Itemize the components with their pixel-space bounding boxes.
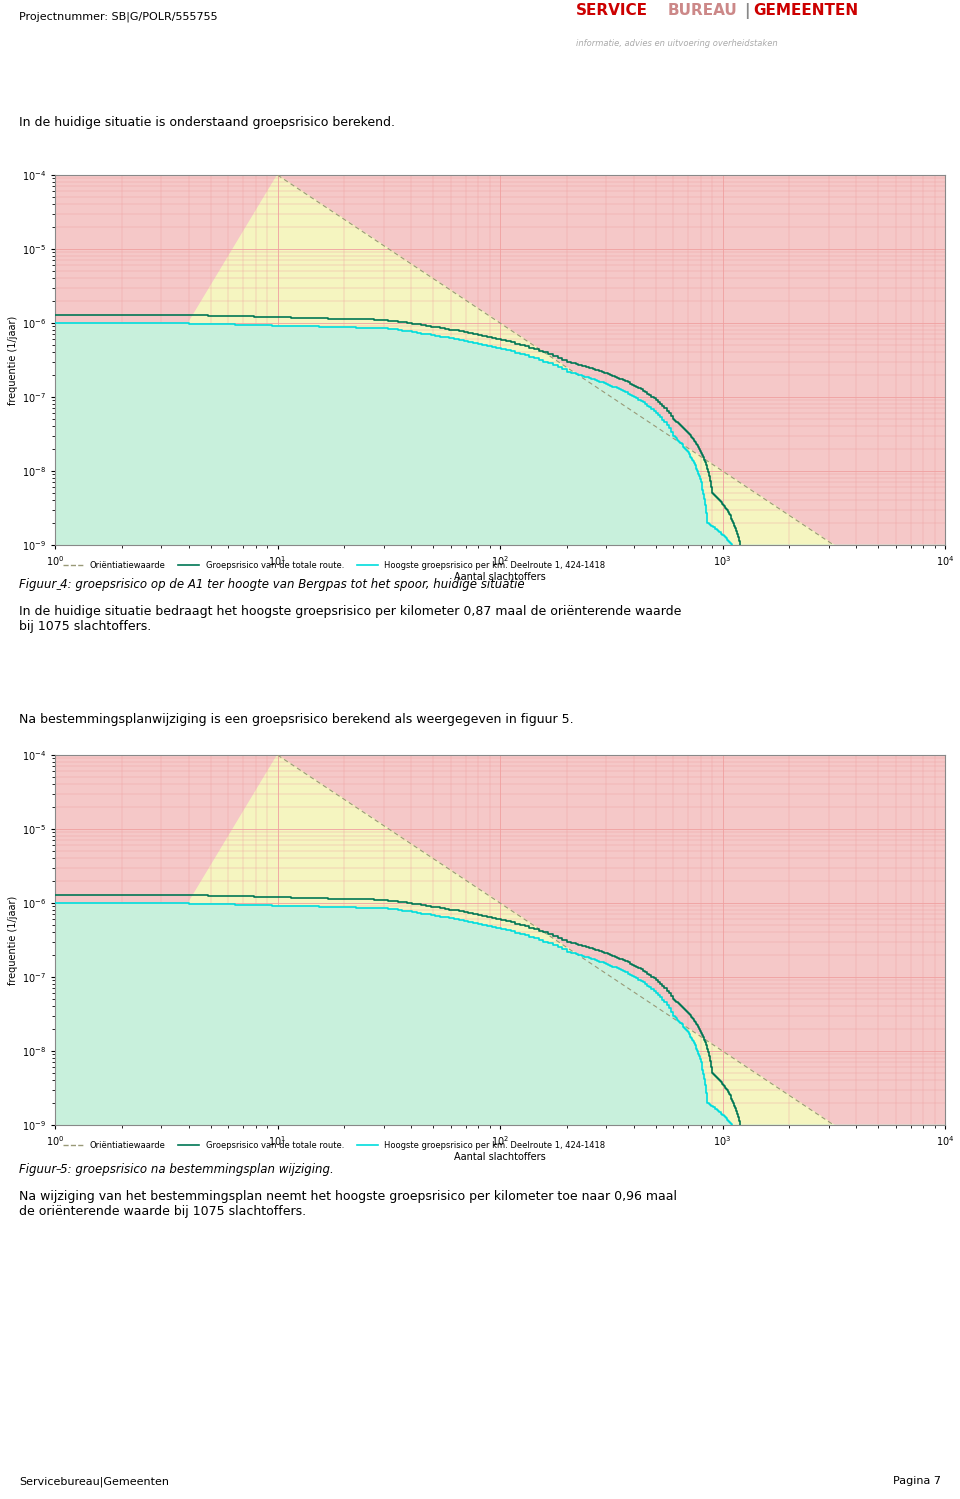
- Text: Pagina 7: Pagina 7: [893, 1477, 941, 1487]
- Text: BUREAU: BUREAU: [667, 3, 737, 18]
- Text: SERVICE: SERVICE: [576, 3, 648, 18]
- Text: Figuur 4: groepsrisico op de A1 ter hoogte van Bergpas tot het spoor, huidige si: Figuur 4: groepsrisico op de A1 ter hoog…: [19, 577, 525, 591]
- Legend: Oriëntiatiewaarde, Groepsrisico van de totale route., Hoogste groepsrisico per k: Oriëntiatiewaarde, Groepsrisico van de t…: [60, 558, 609, 573]
- Text: Figuur 5: groepsrisico na bestemmingsplan wijziging.: Figuur 5: groepsrisico na bestemmingspla…: [19, 1163, 334, 1175]
- Text: informatie, advies en uitvoering overheidstaken: informatie, advies en uitvoering overhei…: [576, 39, 778, 48]
- Text: Projectnummer: SB|G/POLR/555755: Projectnummer: SB|G/POLR/555755: [19, 12, 218, 22]
- Text: Servicebureau|Gemeenten: Servicebureau|Gemeenten: [19, 1477, 169, 1487]
- X-axis label: Aantal slachtoffers: Aantal slachtoffers: [454, 573, 546, 582]
- Text: –: –: [55, 585, 60, 595]
- Y-axis label: frequentie (1/jaar): frequentie (1/jaar): [8, 895, 17, 985]
- Legend: Oriëntiatiewaarde, Groepsrisico van de totale route., Hoogste groepsrisico per k: Oriëntiatiewaarde, Groepsrisico van de t…: [60, 1138, 609, 1153]
- Text: –: –: [55, 1165, 60, 1175]
- Text: In de huidige situatie is onderstaand groepsrisico berekend.: In de huidige situatie is onderstaand gr…: [19, 115, 396, 129]
- Polygon shape: [55, 175, 833, 546]
- Text: In de huidige situatie bedraagt het hoogste groepsrisico per kilometer 0,87 maal: In de huidige situatie bedraagt het hoog…: [19, 606, 682, 633]
- Polygon shape: [55, 755, 833, 1126]
- Text: Na bestemmingsplanwijziging is een groepsrisico berekend als weergegeven in figu: Na bestemmingsplanwijziging is een groep…: [19, 712, 574, 726]
- Text: GEMEENTEN: GEMEENTEN: [754, 3, 859, 18]
- Text: Na wijziging van het bestemmingsplan neemt het hoogste groepsrisico per kilomete: Na wijziging van het bestemmingsplan nee…: [19, 1190, 677, 1219]
- Y-axis label: frequentie (1/jaar): frequentie (1/jaar): [8, 315, 17, 405]
- X-axis label: Aantal slachtoffers: Aantal slachtoffers: [454, 1153, 546, 1162]
- Text: |: |: [744, 3, 750, 19]
